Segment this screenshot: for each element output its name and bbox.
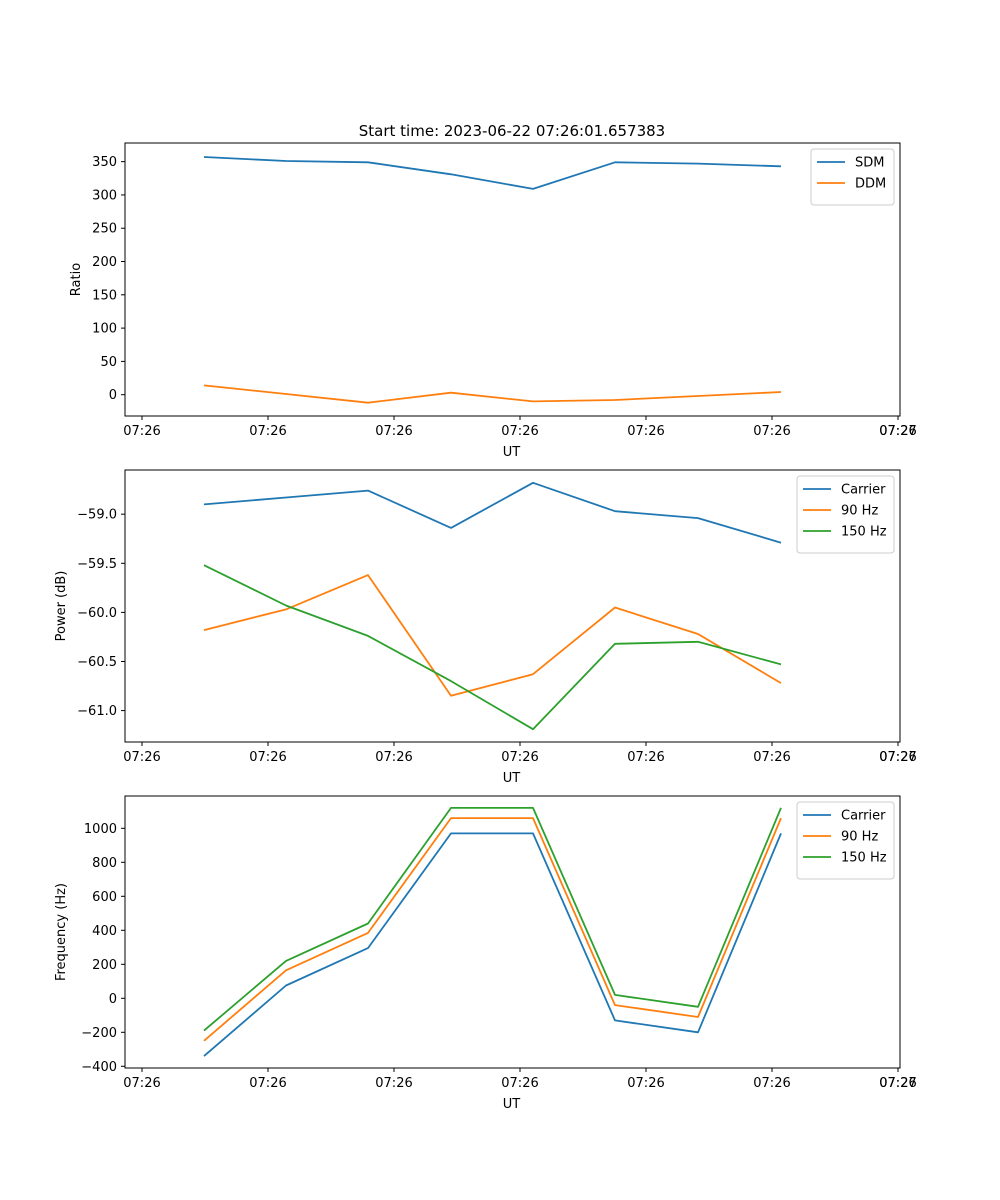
x-tick-label: 07:26 [375, 424, 412, 439]
axes-frame [124, 795, 901, 1069]
series-line-ddm [203, 384, 782, 404]
y-tick-label: 150 [92, 288, 117, 303]
legend: SDM DDM [810, 148, 895, 206]
x-tick-label: 07:26 [753, 750, 790, 765]
panel-1: 07:26 07:26 07:26 07:26 07:26 07:26 07:2607:27… [69, 142, 917, 460]
series-line-sdm [203, 156, 782, 190]
x-tick-label: 07:27 [879, 750, 916, 765]
x-tick-label: 07:26 [501, 424, 538, 439]
x-tick-label: 07:26 [123, 750, 160, 765]
y-tick-label: 200 [92, 255, 117, 270]
y-tick-label: −200 [81, 1026, 117, 1041]
panel-2: 07:26 07:26 07:26 07:26 07:26 07:26 07:2607:27… [54, 469, 917, 786]
legend-label: 90 Hz [841, 504, 878, 519]
x-tick-label: 07:26 [375, 750, 412, 765]
x-axis-label: UT [503, 1097, 521, 1112]
x-tick-label: 07:26 [249, 424, 286, 439]
figure-title: Start time: 2023-06-22 07:26:01.657383 [359, 122, 665, 140]
y-axis-label: Frequency (Hz) [54, 883, 69, 981]
y-tick-label: −60.5 [77, 655, 117, 670]
x-tick-label: 07:26 [123, 424, 160, 439]
legend-box [796, 475, 895, 554]
x-tick-label: 07:26 [501, 1076, 538, 1091]
x-tick-label: 07:26 [627, 1076, 664, 1091]
x-tick-label: 07:26 [879, 1076, 916, 1091]
axes-frame [124, 469, 901, 743]
legend-label: DDM [855, 177, 886, 192]
x-axis-label: UT [503, 771, 521, 786]
x-tick-label: 07:26 [249, 750, 286, 765]
x-axis-label: UT [503, 445, 521, 460]
x-tick-label: 07:26 [123, 1076, 160, 1091]
y-tick-label: −60.0 [77, 606, 117, 621]
y-tick-label: −59.0 [77, 508, 117, 523]
y-tick-label: −59.5 [77, 557, 117, 572]
series-line-carrier [203, 832, 782, 1057]
legend-box [796, 801, 895, 880]
x-tick-label: 07:26 [627, 750, 664, 765]
series-line-150-hz [203, 564, 782, 731]
series-line-90-hz [203, 817, 782, 1042]
legend-label: Carrier [841, 483, 886, 498]
legend-label: 150 Hz [841, 851, 887, 866]
axes-frame [124, 142, 901, 417]
y-tick-label: 350 [92, 155, 117, 170]
y-tick-label: 800 [92, 856, 117, 871]
x-tick-label: 07:26 [501, 750, 538, 765]
y-tick-label: −61.0 [77, 704, 117, 719]
legend-box [810, 148, 895, 206]
legend-label: SDM [855, 156, 884, 171]
y-tick-label: 250 [92, 222, 117, 237]
x-tick-label: 07:26 [879, 424, 916, 439]
y-tick-label: 50 [100, 355, 117, 370]
x-tick-label: 07:27 [879, 1076, 916, 1091]
y-tick-label: 300 [92, 188, 117, 203]
x-tick-label: 07:26 [753, 424, 790, 439]
legend-label: Carrier [841, 809, 886, 824]
y-tick-label: 1000 [84, 822, 117, 837]
y-tick-label: 100 [92, 322, 117, 337]
legend-label: 90 Hz [841, 830, 878, 845]
y-tick-label: 0 [109, 388, 117, 403]
x-tick-label: 07:26 [375, 1076, 412, 1091]
series-line-90-hz [203, 574, 782, 697]
series-line-carrier [203, 481, 782, 544]
x-tick-label: 07:26 [249, 1076, 286, 1091]
y-tick-label: 400 [92, 924, 117, 939]
panels: 07:26 07:26 07:26 07:26 07:26 07:26 07:2607:27… [54, 142, 917, 1112]
legend: Carrier 90 Hz 150 Hz [796, 801, 895, 880]
y-axis-label: Ratio [69, 263, 84, 296]
legend-label: 150 Hz [841, 525, 887, 540]
y-tick-label: 0 [109, 992, 117, 1007]
y-tick-label: 200 [92, 958, 117, 973]
y-axis-label: Power (dB) [54, 571, 69, 642]
panel-3: 07:26 07:26 07:26 07:26 07:26 07:26 07:2607:27… [54, 795, 917, 1112]
x-tick-label: 07:26 [753, 1076, 790, 1091]
x-tick-label: 07:26 [627, 424, 664, 439]
y-tick-label: 600 [92, 890, 117, 905]
x-tick-label: 07:27 [879, 424, 916, 439]
series-line-150-hz [203, 807, 782, 1032]
x-tick-label: 07:26 [879, 750, 916, 765]
y-tick-label: −400 [81, 1060, 117, 1075]
legend: Carrier 90 Hz 150 Hz [796, 475, 895, 554]
